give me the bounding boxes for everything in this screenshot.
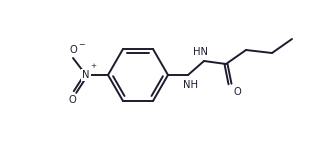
Text: O: O	[69, 45, 77, 55]
Text: +: +	[90, 63, 96, 69]
Text: HN: HN	[193, 47, 207, 57]
Text: O: O	[68, 95, 76, 105]
Text: −: −	[78, 40, 85, 49]
Text: O: O	[233, 87, 241, 97]
Text: N: N	[82, 70, 90, 80]
Text: NH: NH	[183, 80, 198, 90]
